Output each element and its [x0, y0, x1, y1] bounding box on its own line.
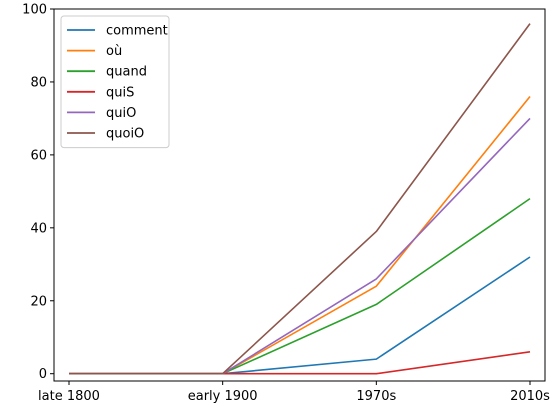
legend: comment où quand quiS quiO quoiO: [60, 15, 170, 149]
y-tick-label: 0: [39, 367, 47, 382]
legend-label: quiS: [106, 85, 134, 100]
y-tick-label: 60: [30, 148, 47, 163]
y-tick-label: 20: [30, 294, 47, 309]
y-tick-label: 40: [30, 221, 47, 236]
y-tick-label: 80: [30, 75, 47, 90]
x-tick-label: late 1800: [38, 389, 100, 404]
series-line-quoiO: [69, 23, 531, 375]
y-axis: 0 20 40 60 80 100: [22, 3, 54, 382]
plot-area-frame: [53, 8, 546, 382]
x-axis: late 1800 early 1900 1970s 2010s: [38, 381, 550, 404]
legend-box: [60, 15, 170, 149]
y-tick-label: 100: [22, 3, 47, 18]
series-line-quiS: [69, 351, 531, 375]
legend-label: quand: [106, 65, 147, 80]
series-line-quand: [69, 197, 531, 375]
series-line-comment: [69, 256, 531, 375]
x-tick-label: early 1900: [188, 389, 258, 404]
legend-label: où: [106, 44, 122, 59]
x-tick-label: 1970s: [356, 389, 396, 404]
x-tick-label: 2010s: [510, 389, 550, 404]
legend-label: quiO: [106, 106, 136, 121]
legend-label: comment: [106, 24, 168, 39]
series-lines: [69, 23, 531, 375]
legend-label: quoiO: [106, 127, 144, 142]
